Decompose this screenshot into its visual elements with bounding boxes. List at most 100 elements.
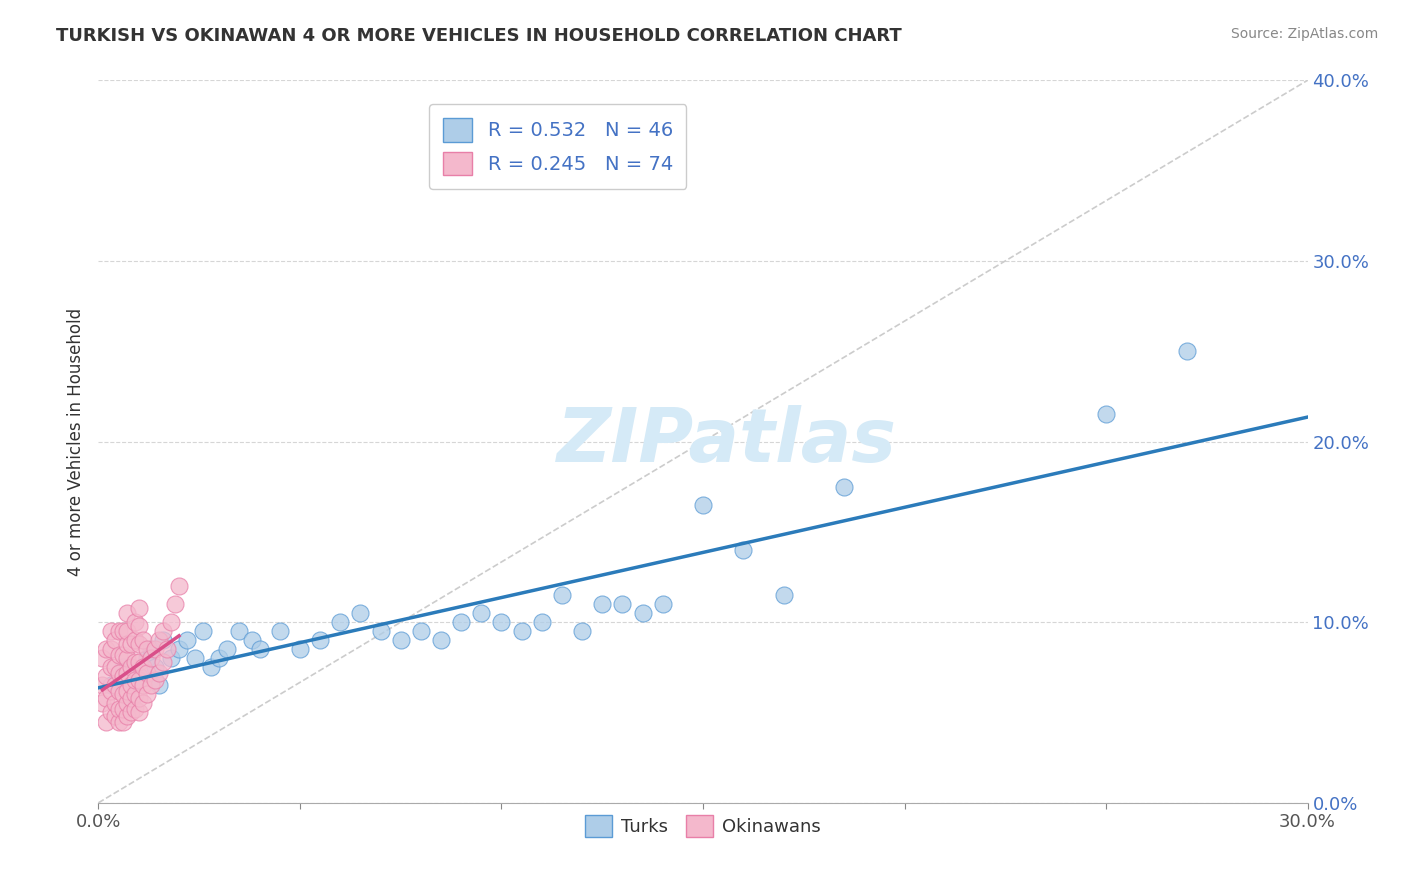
Point <box>269 624 291 639</box>
Point <box>184 651 207 665</box>
Point <box>156 642 179 657</box>
Legend: Turks, Okinawans: Turks, Okinawans <box>578 808 828 845</box>
Point <box>148 665 170 680</box>
Point <box>143 642 166 657</box>
Point <box>111 687 134 701</box>
Point <box>148 633 170 648</box>
Point <box>208 651 231 665</box>
Point <box>107 702 129 716</box>
Point <box>309 633 332 648</box>
Point <box>167 642 190 657</box>
Point <box>91 678 114 692</box>
Point <box>103 633 125 648</box>
Y-axis label: 4 or more Vehicles in Household: 4 or more Vehicles in Household <box>66 308 84 575</box>
Point <box>128 655 150 669</box>
Point <box>200 660 222 674</box>
Point <box>128 637 150 651</box>
Point <box>152 655 174 669</box>
Point <box>450 615 472 630</box>
Point <box>1175 344 1198 359</box>
Point <box>100 683 122 698</box>
Point <box>115 651 138 665</box>
Point <box>100 660 122 674</box>
Point <box>91 697 114 711</box>
Point <box>651 597 673 611</box>
Point <box>249 642 271 657</box>
Point <box>103 697 125 711</box>
Point <box>124 655 146 669</box>
Point <box>96 669 118 683</box>
Point <box>120 706 142 720</box>
Point <box>510 624 533 639</box>
Point <box>135 642 157 657</box>
Point <box>91 651 114 665</box>
Point <box>370 624 392 639</box>
Point <box>217 642 239 657</box>
Point <box>193 624 215 639</box>
Point <box>349 606 371 620</box>
Point <box>530 615 553 630</box>
Point <box>124 702 146 716</box>
Point <box>107 665 129 680</box>
Point <box>111 648 134 662</box>
Text: TURKISH VS OKINAWAN 4 OR MORE VEHICLES IN HOUSEHOLD CORRELATION CHART: TURKISH VS OKINAWAN 4 OR MORE VEHICLES I… <box>56 27 903 45</box>
Point <box>733 542 755 557</box>
Point <box>491 615 513 630</box>
Point <box>143 673 166 687</box>
Point <box>470 606 492 620</box>
Text: Source: ZipAtlas.com: Source: ZipAtlas.com <box>1230 27 1378 41</box>
Point <box>107 624 129 639</box>
Point <box>163 597 186 611</box>
Point <box>107 683 129 698</box>
Point <box>128 706 150 720</box>
Point <box>152 624 174 639</box>
Point <box>128 673 150 687</box>
Point <box>103 709 125 723</box>
Point <box>124 633 146 648</box>
Point <box>115 709 138 723</box>
Point <box>551 588 574 602</box>
Point <box>132 678 155 692</box>
Point <box>124 673 146 687</box>
Point <box>139 678 162 692</box>
Point <box>409 624 432 639</box>
Point <box>124 687 146 701</box>
Point <box>96 642 118 657</box>
Point <box>120 637 142 651</box>
Point <box>128 691 150 706</box>
Point <box>111 660 134 674</box>
Point <box>228 624 250 639</box>
Point <box>103 678 125 692</box>
Point <box>103 660 125 674</box>
Point <box>288 642 311 657</box>
Point <box>148 678 170 692</box>
Point <box>240 633 263 648</box>
Point <box>115 683 138 698</box>
Point <box>591 597 613 611</box>
Point <box>176 633 198 648</box>
Point <box>115 606 138 620</box>
Point <box>772 588 794 602</box>
Point <box>128 619 150 633</box>
Point <box>128 600 150 615</box>
Point <box>120 691 142 706</box>
Point <box>120 678 142 692</box>
Point <box>160 615 183 630</box>
Point <box>96 691 118 706</box>
Point <box>139 642 162 657</box>
Point <box>389 633 412 648</box>
Point <box>132 633 155 648</box>
Point <box>111 669 134 683</box>
Point <box>115 637 138 651</box>
Point <box>100 624 122 639</box>
Point <box>100 642 122 657</box>
Point <box>107 714 129 729</box>
Point <box>132 660 155 674</box>
Point <box>135 665 157 680</box>
Point <box>1095 408 1118 422</box>
Point <box>128 669 150 683</box>
Point <box>167 579 190 593</box>
Point <box>120 697 142 711</box>
Text: ZIPatlas: ZIPatlas <box>557 405 897 478</box>
Point <box>120 660 142 674</box>
